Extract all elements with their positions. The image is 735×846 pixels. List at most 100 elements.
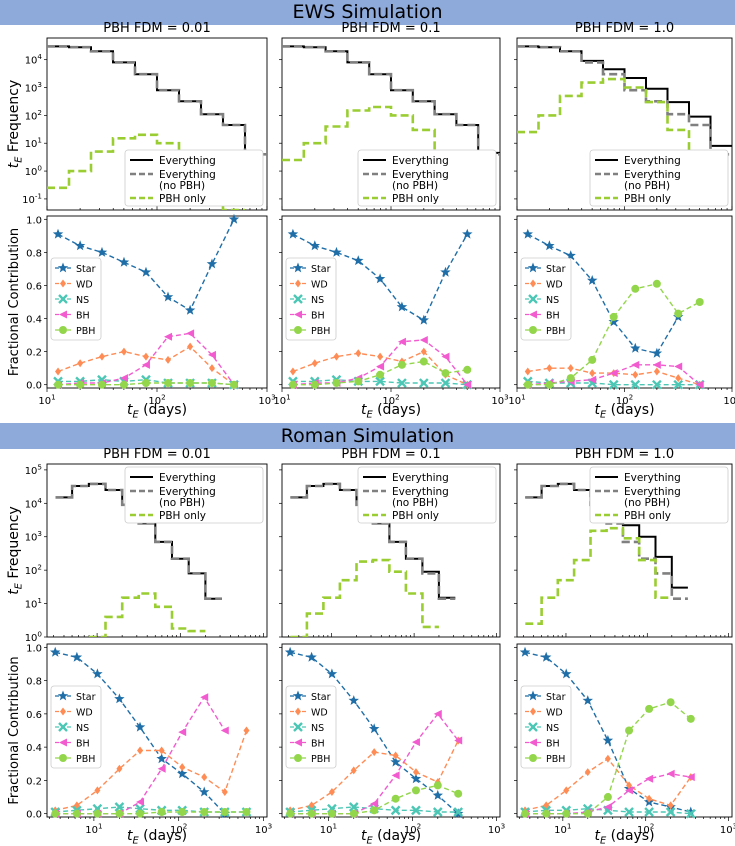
series-pbh <box>521 698 695 818</box>
marker-star <box>292 262 304 273</box>
x-tick-label: 102 <box>170 822 187 837</box>
y-tick-label: 101 <box>25 596 42 611</box>
marker-circle <box>625 726 634 735</box>
fraction-panel: 101 102 103 tE (days) Star WD NS BH PBH <box>508 215 735 421</box>
legend-box <box>124 149 264 207</box>
y-axis-label: tE Frequency <box>6 506 25 594</box>
marker-x <box>440 378 451 388</box>
marker-x <box>58 722 68 732</box>
legend-label: WD <box>311 280 328 291</box>
marker-circle <box>391 794 400 803</box>
x-axis-label: tE (days) <box>361 828 421 846</box>
marker-circle <box>200 808 209 817</box>
legend-label: PBH <box>311 326 330 337</box>
legend-box <box>285 257 337 341</box>
series-pbh <box>51 808 251 818</box>
marker-diamond <box>142 352 149 361</box>
marker-circle <box>164 379 173 388</box>
y-tick-label: 1.0 <box>26 643 42 654</box>
marker-star <box>418 314 429 325</box>
legend-label: WD <box>546 280 563 291</box>
marker-triangle-left <box>631 360 640 369</box>
marker-diamond <box>524 367 531 376</box>
marker-circle <box>562 809 571 818</box>
legend-label: BH <box>311 739 325 750</box>
x-axis-label: tE (days) <box>594 828 654 846</box>
series-line <box>292 378 468 386</box>
marker-star <box>177 768 188 779</box>
histogram-panel: PBH FDM = 0.01 100 101 102 103 104 105 tE Frequ… <box>6 447 268 644</box>
y-tick-label: 0.6 <box>26 710 42 721</box>
marker-star <box>134 721 146 732</box>
marker-diamond <box>55 367 62 376</box>
marker-triangle-left <box>59 738 67 747</box>
marker-circle <box>119 380 128 389</box>
legend-label: Everything <box>624 169 681 181</box>
marker-star <box>309 240 320 251</box>
marker-star <box>326 668 338 679</box>
legend-label: NS <box>546 723 559 734</box>
marker-circle <box>54 380 63 389</box>
marker-star <box>96 246 108 257</box>
marker-star <box>156 753 167 764</box>
marker-triangle-left <box>391 771 400 780</box>
series-wd <box>524 364 703 389</box>
legend-label: PBH <box>546 754 565 765</box>
marker-circle <box>631 284 640 293</box>
series-pbh-only <box>282 105 479 184</box>
marker-circle <box>588 355 597 364</box>
legend-label: PBH only <box>392 510 439 522</box>
marker-x <box>411 805 421 816</box>
marker-triangle-left <box>441 352 450 361</box>
panel-title: PBH FDM = 0.01 <box>103 447 210 462</box>
marker-star <box>114 693 125 704</box>
legend-label: (no PBH) <box>159 497 205 509</box>
marker-star <box>410 773 422 784</box>
legend-label: NS <box>311 723 324 734</box>
legend-label: BH <box>546 311 560 322</box>
legend: Star WD NS BH PBH <box>520 685 572 769</box>
marker-x <box>293 294 303 304</box>
marker-diamond <box>530 707 536 716</box>
marker-triangle-left <box>59 310 67 319</box>
x-tick-label: 101 <box>38 393 55 408</box>
marker-star <box>440 266 451 277</box>
legend-label: PBH only <box>624 193 671 205</box>
marker-diamond <box>584 768 591 777</box>
marker-diamond <box>653 367 660 376</box>
x-tick-label: 102 <box>616 393 633 408</box>
series-wd <box>55 342 237 389</box>
marker-diamond <box>420 347 427 356</box>
y-tick-label: 1.0 <box>26 215 42 226</box>
marker-circle <box>288 380 297 389</box>
marker-circle <box>220 808 229 817</box>
marker-x <box>644 807 654 817</box>
x-tick-label: 102 <box>637 822 654 837</box>
y-tick-label: 0.4 <box>26 743 42 754</box>
x-tick-label: 103 <box>255 822 272 837</box>
marker-x <box>630 379 641 390</box>
x-tick-label: 103 <box>488 822 505 837</box>
marker-diamond <box>675 374 682 383</box>
marker-diamond <box>311 359 318 368</box>
marker-triangle-left <box>454 736 463 745</box>
marker-circle <box>76 380 85 389</box>
legend-box <box>124 466 264 524</box>
marker-circle <box>609 312 618 321</box>
x-tick-label: 103 <box>723 393 735 408</box>
legend-label: Everything <box>624 155 681 167</box>
legend-label: Everything <box>624 472 681 484</box>
marker-triangle-left <box>294 310 302 319</box>
series-pbh-only <box>88 592 206 637</box>
marker-star <box>284 646 296 657</box>
marker-star <box>608 316 619 327</box>
marker-star <box>565 250 576 261</box>
marker-circle <box>59 754 67 762</box>
marker-triangle-left <box>220 726 229 735</box>
marker-circle <box>666 698 675 707</box>
axes-frame <box>46 643 268 818</box>
marker-triangle-left <box>529 310 537 319</box>
legend-label: PBH <box>311 754 330 765</box>
legend-label: Star <box>546 264 566 275</box>
